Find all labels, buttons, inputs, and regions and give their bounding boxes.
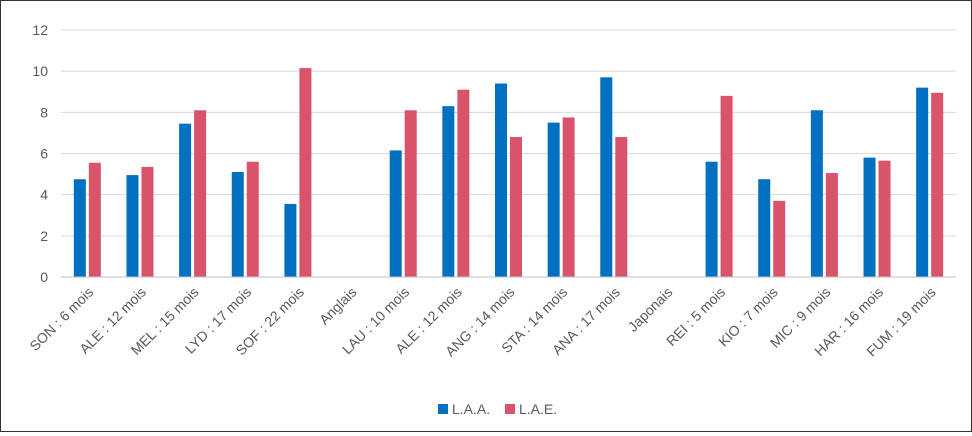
grid-lines	[61, 29, 956, 237]
y-axis-ticks: 0 2 4 6 8 10 12	[32, 22, 48, 285]
bar-laa	[810, 110, 823, 278]
bar-lae	[194, 110, 207, 278]
y-tick-label: 4	[40, 187, 48, 203]
legend-swatch	[505, 404, 515, 414]
bar-lae	[246, 161, 259, 277]
y-tick-label: 10	[32, 63, 48, 79]
bar-laa	[389, 150, 402, 277]
bar-lae	[404, 110, 417, 278]
bar-lae	[720, 95, 733, 277]
bar-laa	[73, 179, 86, 277]
x-category-label: Japonais	[625, 284, 676, 335]
legend-item: L.A.E.	[505, 401, 557, 417]
legend-item: L.A.A.	[438, 401, 490, 417]
bars	[73, 68, 944, 278]
bar-lae	[562, 117, 575, 278]
bar-laa	[179, 123, 192, 277]
bar-laa	[126, 175, 139, 277]
legend-swatch	[438, 404, 448, 414]
legend-label: L.A.E.	[519, 401, 557, 417]
bar-laa	[600, 77, 613, 277]
bar-laa	[916, 87, 929, 277]
bar-lae	[141, 166, 154, 277]
y-tick-label: 12	[32, 22, 48, 38]
legend: L.A.A. L.A.E.	[438, 401, 557, 417]
bar-laa	[758, 179, 771, 277]
bar-laa	[442, 106, 455, 278]
y-tick-label: 6	[40, 146, 48, 162]
y-tick-label: 8	[40, 104, 48, 120]
bar-lae	[615, 137, 628, 277]
bar-laa	[705, 161, 718, 277]
legend-label: L.A.A.	[452, 401, 490, 417]
bar-lae	[299, 68, 312, 278]
x-category-label: Anglais	[316, 284, 360, 328]
y-tick-label: 0	[40, 269, 48, 285]
bar-lae	[825, 173, 838, 277]
y-tick-label: 2	[40, 228, 48, 244]
bar-lae	[457, 89, 470, 277]
bar-laa	[547, 122, 560, 277]
bar-laa	[231, 172, 244, 277]
bar-lae	[510, 137, 522, 277]
bar-lae	[773, 200, 786, 277]
bar-lae	[88, 162, 101, 277]
bar-laa	[863, 157, 876, 277]
bar-lae	[931, 92, 944, 277]
bar-lae	[878, 160, 891, 277]
bar-laa	[495, 83, 507, 278]
bar-laa	[284, 203, 297, 277]
